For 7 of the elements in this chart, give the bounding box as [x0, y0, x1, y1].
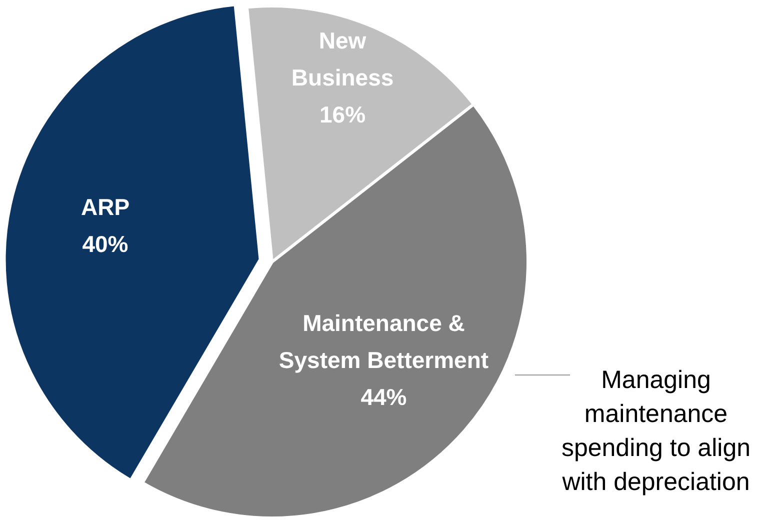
slice-label: ARP: [80, 194, 130, 220]
data-label: 40%: [82, 230, 128, 257]
data-label: 44%: [360, 384, 407, 410]
data-label: 16%: [320, 101, 366, 128]
text: Managing maintenance spending to align with depreciation: [561, 366, 751, 496]
slice-label: Maintenance & System Betterment: [278, 310, 489, 373]
slice-label: New Business: [291, 27, 394, 90]
